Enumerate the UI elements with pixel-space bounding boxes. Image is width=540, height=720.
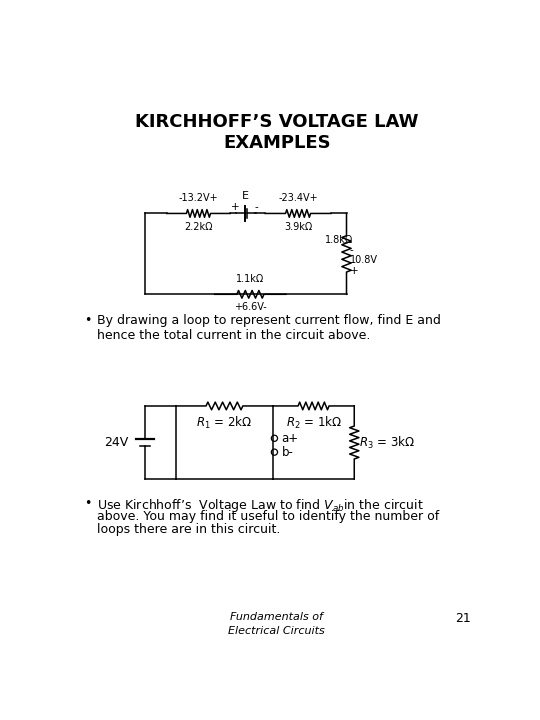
Text: KIRCHHOFF’S VOLTAGE LAW: KIRCHHOFF’S VOLTAGE LAW <box>135 113 418 131</box>
Text: -: - <box>349 245 353 255</box>
Text: 1.1kΩ: 1.1kΩ <box>237 274 265 284</box>
Text: By drawing a loop to represent current flow, find E and
hence the total current : By drawing a loop to represent current f… <box>97 313 441 341</box>
Text: •: • <box>85 497 92 510</box>
Text: 3.9kΩ: 3.9kΩ <box>284 222 312 232</box>
Text: -13.2V+: -13.2V+ <box>179 194 218 204</box>
Text: a+: a+ <box>281 432 299 445</box>
Text: 24V: 24V <box>104 436 128 449</box>
Text: +: + <box>231 202 239 212</box>
Text: Use Kirchhoff’s  Voltage Law to find $V_{ab}$in the circuit: Use Kirchhoff’s Voltage Law to find $V_{… <box>97 497 423 514</box>
Text: -: - <box>255 202 259 212</box>
Text: b-: b- <box>281 446 293 459</box>
Text: 2.2kΩ: 2.2kΩ <box>184 222 213 232</box>
Text: $R_2$ = 1kΩ: $R_2$ = 1kΩ <box>286 415 341 431</box>
Text: Fundamentals of
Electrical Circuits: Fundamentals of Electrical Circuits <box>228 612 325 636</box>
Text: -23.4V+: -23.4V+ <box>278 194 318 204</box>
Text: $R_3$ = 3kΩ: $R_3$ = 3kΩ <box>359 434 415 451</box>
Text: loops there are in this circuit.: loops there are in this circuit. <box>97 523 280 536</box>
Text: $R_1$ = 2kΩ: $R_1$ = 2kΩ <box>197 415 252 431</box>
Text: EXAMPLES: EXAMPLES <box>223 134 330 152</box>
Text: •: • <box>85 313 92 327</box>
Text: +6.6V-: +6.6V- <box>234 302 267 312</box>
Text: 21: 21 <box>455 612 471 625</box>
Text: E: E <box>242 191 249 201</box>
Text: 1.8kΩ: 1.8kΩ <box>325 235 353 245</box>
Text: +: + <box>349 266 358 276</box>
Text: 10.8V: 10.8V <box>349 255 377 265</box>
Text: above. You may find it useful to identify the number of: above. You may find it useful to identif… <box>97 510 439 523</box>
